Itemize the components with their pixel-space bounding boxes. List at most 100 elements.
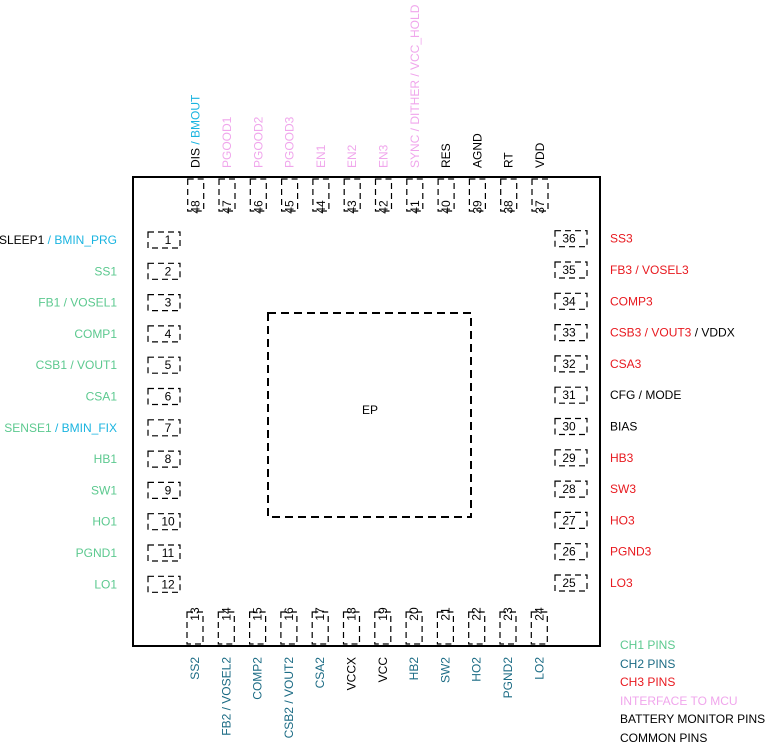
- pin-name-segment: CSA1: [86, 390, 118, 404]
- pin-name: CSB2 / VOUT2: [282, 657, 296, 739]
- pin-number: 17: [313, 607, 327, 621]
- pin-name: HB1: [94, 452, 118, 466]
- pin-number: 13: [188, 607, 202, 621]
- pin-name: BIAS: [610, 420, 637, 434]
- pin-name-segment: HO2: [470, 657, 484, 682]
- pin-name-segment: BIAS: [610, 420, 637, 434]
- pin-name-segment: HB3: [610, 451, 634, 465]
- pin-number: 35: [562, 263, 576, 277]
- pin-number: 44: [314, 200, 328, 214]
- pin-name-segment: SENSE1: [4, 421, 52, 435]
- legend-item: CH2 PINS: [620, 655, 765, 674]
- pin-name: PGND3: [610, 545, 652, 559]
- pin-name: CSB1 / VOUT1: [36, 358, 118, 372]
- pin-22: 22 HO2: [469, 607, 485, 682]
- pin-number: 20: [407, 607, 421, 621]
- pin-number: 41: [408, 200, 422, 214]
- pin-number: 33: [562, 326, 576, 340]
- pin-name: COMP3: [610, 294, 653, 308]
- pin-name: FB2 / VOSEL2: [219, 657, 233, 736]
- pin-name-segment: SW2: [438, 657, 452, 683]
- pin-name-segment: CSB3 / VOUT3: [610, 326, 692, 340]
- pin-name: SW2: [438, 657, 452, 683]
- pin-name-segment: FB3 / VOSEL3: [610, 263, 689, 277]
- pin-number: 10: [161, 515, 175, 529]
- pin-name-segment: COMP2: [251, 657, 265, 700]
- pin-number: 29: [562, 451, 576, 465]
- pin-number: 24: [532, 607, 546, 621]
- pin-name: HB3: [610, 451, 634, 465]
- pin-name-segment: FB1 / VOSEL1: [38, 296, 117, 310]
- pin-name-segment: PGOOD3: [283, 116, 297, 168]
- pin-name: PGOOD2: [251, 116, 265, 168]
- pin-name-segment: PGND1: [76, 546, 118, 560]
- pin-number: 22: [470, 607, 484, 621]
- pin-name-segment: COMP1: [74, 327, 117, 341]
- pin-name-segment: SS2: [188, 657, 202, 680]
- pin-1: 1 SLEEP1 / BMIN_PRG: [0, 232, 180, 248]
- pin-number: 15: [251, 607, 265, 621]
- pin-number: 12: [161, 577, 175, 591]
- pin-number: 16: [282, 607, 296, 621]
- pin-name: EN3: [377, 144, 391, 168]
- pin-name: SYNC / DITHER / VCC_HOLD: [408, 4, 422, 168]
- pin-name-segment: SS1: [94, 264, 117, 278]
- pin-40: 40 RES: [438, 143, 454, 213]
- legend-item: CH1 PINS: [620, 636, 765, 655]
- pin-number: 25: [562, 576, 576, 590]
- pin-name: SLEEP1 / BMIN_PRG: [0, 233, 117, 247]
- pin-29: 29 HB3: [555, 450, 634, 466]
- pin-name-segment: VCCX: [345, 657, 359, 690]
- pin-name-segment: RES: [439, 143, 453, 168]
- pin-name-segment: / VDDX: [691, 326, 734, 340]
- pin-name: CSB3 / VOUT3 / VDDX: [610, 326, 735, 340]
- pin-name: SS3: [610, 232, 633, 246]
- pin-name-segment: PGOOD2: [251, 116, 265, 168]
- pin-name: SS2: [188, 657, 202, 680]
- pin-name: HO2: [470, 657, 484, 682]
- pin-name-segment: SS3: [610, 232, 633, 246]
- pin-name-segment: CFG / MODE: [610, 388, 681, 402]
- pin-number: 18: [345, 607, 359, 621]
- pin-number: 7: [165, 421, 172, 435]
- pin-name-segment: VDD: [533, 142, 547, 168]
- pin-name-segment: CSB1 / VOUT1: [36, 358, 118, 372]
- pin-13: 13 SS2: [187, 607, 203, 680]
- pin-name: HO1: [92, 515, 117, 529]
- pin-name: VCCX: [345, 657, 359, 690]
- pin-name-segment: RT: [502, 152, 516, 168]
- pin-number: 43: [345, 200, 359, 214]
- pin-number: 1: [165, 233, 172, 247]
- pin-name-segment: HB1: [94, 452, 118, 466]
- pin-name: LO2: [532, 657, 546, 680]
- pin-name-segment: EN1: [314, 144, 328, 168]
- pin-number: 40: [439, 200, 453, 214]
- pin-number: 14: [219, 607, 233, 621]
- pin-name: PGOOD3: [283, 116, 297, 168]
- pin-name: PGOOD1: [220, 116, 234, 168]
- pin-name: FB1 / VOSEL1: [38, 296, 117, 310]
